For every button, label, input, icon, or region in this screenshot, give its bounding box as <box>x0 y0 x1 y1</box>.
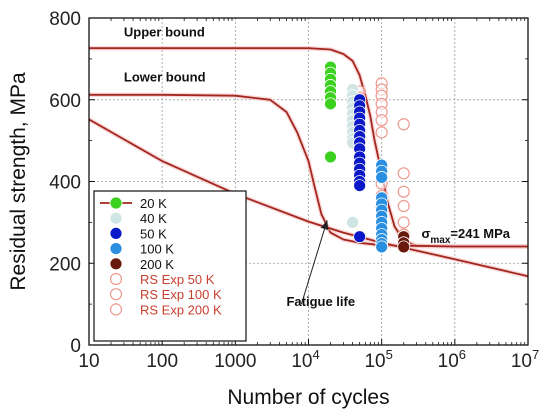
annotation-label: Upper bound <box>124 24 205 39</box>
legend-marker <box>109 288 123 301</box>
legend-label: RS Exp 200 K <box>140 302 222 317</box>
point-rs-exp-200-k <box>397 199 410 213</box>
point-200-k <box>397 240 411 254</box>
x-tick-label: 107 <box>511 347 539 372</box>
point-rs-exp-200-k <box>397 167 410 180</box>
x-tick-label: 1000 <box>214 351 256 372</box>
legend-marker <box>109 196 123 210</box>
point-40-k <box>346 215 359 229</box>
legend-label: RS Exp 50 K <box>140 272 215 287</box>
point-rs-exp-100-k <box>375 114 388 127</box>
legend-label: RS Exp 100 K <box>140 287 222 302</box>
data-points <box>324 60 411 254</box>
legend-marker <box>109 272 123 286</box>
x-tick-label: 104 <box>291 347 319 372</box>
point-20-k <box>324 97 337 111</box>
point-100-k <box>375 240 389 254</box>
curve-upper-bound <box>89 47 528 248</box>
x-tick-label: 106 <box>438 347 466 372</box>
y-tick-label: 800 <box>49 9 81 30</box>
legend-marker <box>109 242 123 256</box>
legend-marker <box>109 303 123 316</box>
point-rs-exp-200-k <box>397 118 410 131</box>
y-tick-label: 200 <box>49 254 81 275</box>
arrow-head <box>320 220 329 231</box>
annotation-label: Lower bound <box>124 69 206 84</box>
y-axis-title: Residual strength, MPa <box>7 72 30 291</box>
y-tick-label: 0 <box>70 336 81 357</box>
legend-label: 20 K <box>140 196 167 211</box>
y-tick-label: 400 <box>49 173 81 194</box>
point-rs-exp-200-k <box>397 216 410 229</box>
x-tick-label: 105 <box>364 347 392 372</box>
x-axis-title: Number of cycles <box>227 386 389 409</box>
point-20-k <box>324 150 337 164</box>
annotation-label: σmax=241 MPa <box>421 226 510 246</box>
legend-marker <box>109 257 123 271</box>
legend-label: 40 K <box>140 211 167 226</box>
arrow-shaft <box>300 220 328 305</box>
legend-label: 200 K <box>140 257 174 272</box>
x-tick-label: 100 <box>146 351 178 372</box>
legend-label: 100 K <box>140 242 174 257</box>
x-tick-label: 10 <box>78 351 99 372</box>
point-rs-exp-200-k <box>397 185 410 198</box>
legend-marker <box>109 211 123 225</box>
curve-lines <box>87 45 529 279</box>
point-50-k <box>353 179 367 192</box>
annotations: Upper bound Lower bound Fatigue life σmax=2… <box>124 24 511 309</box>
point-100-k <box>375 171 389 184</box>
point-50-k <box>353 230 367 244</box>
y-tick-label: 600 <box>49 91 81 112</box>
legend-label: 50 K <box>140 226 167 241</box>
axis-ticks: 10 100 1000 104 105 106 107 0 200 400 600 800 <box>49 9 539 372</box>
point-rs-exp-100-k <box>375 126 388 139</box>
curve-lower-bound <box>89 93 528 248</box>
annotation-label: Fatigue life <box>286 294 355 309</box>
legend-marker <box>109 226 123 240</box>
